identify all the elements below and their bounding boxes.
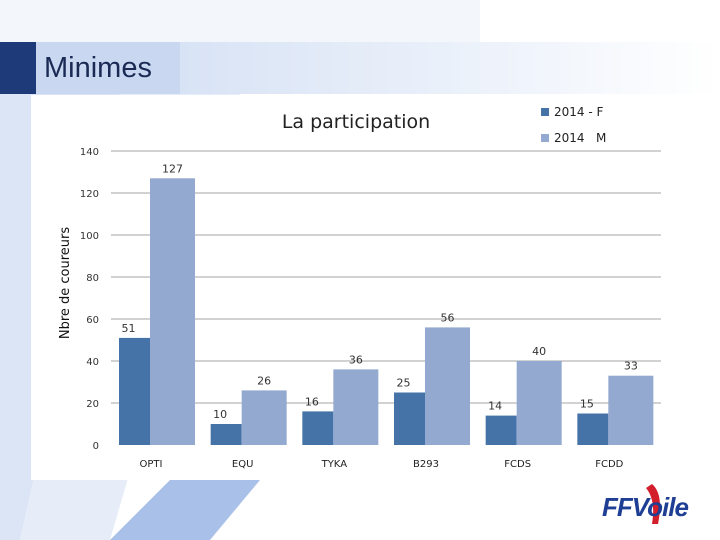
y-tick-label: 100 — [80, 231, 99, 242]
data-label: 40 — [532, 345, 546, 358]
bar-fcdd-series-1 — [577, 413, 609, 445]
legend-swatch — [541, 134, 549, 142]
y-tick-label: 80 — [86, 273, 99, 284]
x-tick-labels: OPTI EQU TYKA B293 FCDS FCDD — [140, 459, 624, 470]
grid-lines — [111, 150, 661, 404]
bars: 51 127 10 26 16 36 25 56 14 40 15 33 — [119, 162, 654, 446]
data-label: 26 — [257, 374, 271, 387]
y-tick-label: 60 — [86, 315, 99, 326]
ffvoile-logo: FFVoile — [582, 470, 720, 540]
title-bar — [0, 42, 720, 94]
bar-opti-series-1 — [119, 337, 150, 445]
y-tick-label: 0 — [93, 441, 99, 452]
data-label: 56 — [441, 311, 455, 324]
data-label: 25 — [397, 377, 411, 390]
y-tick-label: 140 — [80, 147, 99, 158]
legend: 2014 - F 2014 M — [541, 105, 606, 145]
bar-b293-series-2 — [425, 327, 470, 445]
data-label: 33 — [624, 360, 638, 373]
bar-b293-series-1 — [394, 392, 425, 445]
x-tick-label: FCDS — [504, 459, 531, 470]
bar-opti-series-2 — [150, 178, 195, 446]
data-label: 51 — [122, 322, 136, 335]
slide-title: Minimes — [44, 52, 152, 84]
bar-chart: La participation Nbre de coureurs 0 20 40 6… — [58, 105, 661, 470]
legend-label: 2014 - F — [554, 105, 603, 119]
bar-fcdd-series-2 — [608, 375, 654, 445]
data-label: 127 — [162, 162, 183, 175]
x-tick-label: TYKA — [321, 459, 348, 470]
bar-tyka-series-1 — [302, 411, 334, 445]
legend-swatch — [541, 108, 549, 116]
y-axis-label: Nbre de coureurs — [58, 227, 73, 340]
x-tick-label: OPTI — [140, 459, 163, 470]
data-label: 14 — [488, 400, 502, 413]
x-tick-label: EQU — [232, 459, 254, 470]
y-tick-label: 40 — [86, 357, 99, 368]
bar-equ-series-1 — [210, 424, 242, 445]
data-label: 16 — [305, 395, 319, 408]
logo-text: FFVoile — [602, 492, 689, 522]
data-label: 10 — [213, 408, 227, 421]
x-tick-label: B293 — [413, 459, 439, 470]
y-tick-label: 20 — [86, 399, 99, 410]
legend-label: 2014 M — [554, 131, 606, 145]
bar-tyka-series-2 — [333, 369, 379, 445]
bar-equ-series-2 — [241, 390, 287, 445]
y-tick-labels: 0 20 40 60 80 100 120 140 — [80, 147, 99, 452]
x-tick-label: FCDD — [595, 459, 623, 470]
chart-title: La participation — [282, 111, 430, 133]
data-label: 15 — [580, 398, 594, 411]
bar-fcds-series-2 — [516, 361, 562, 445]
data-label: 36 — [349, 353, 363, 366]
y-tick-label: 120 — [80, 189, 99, 200]
bar-fcds-series-1 — [485, 415, 517, 445]
